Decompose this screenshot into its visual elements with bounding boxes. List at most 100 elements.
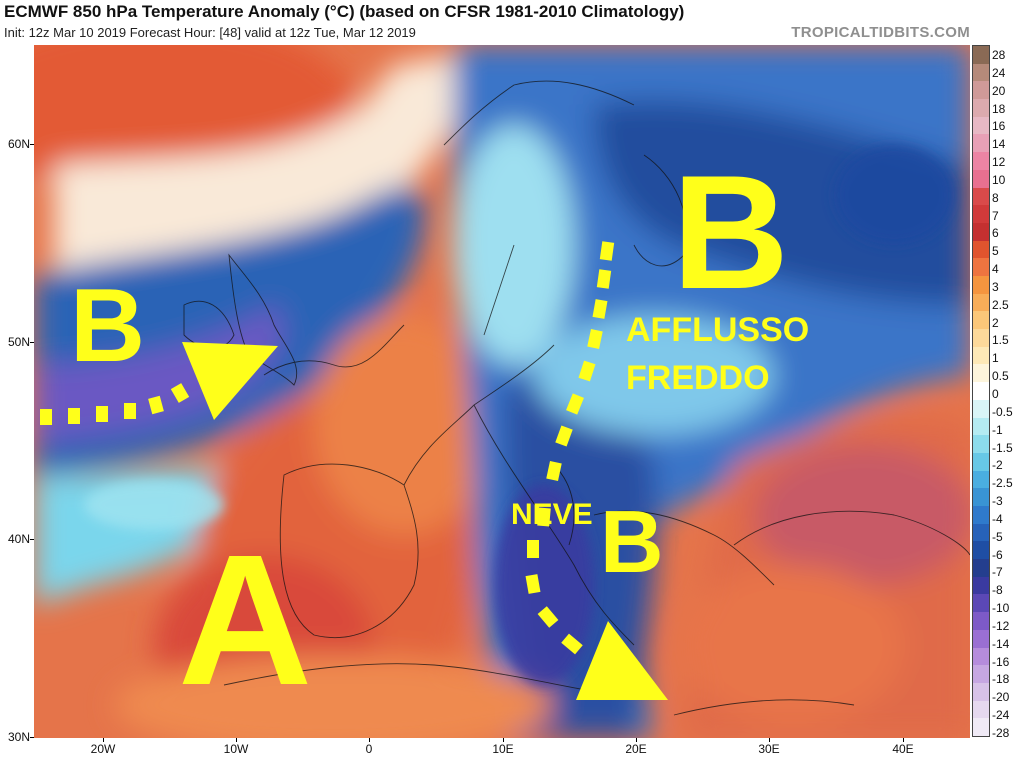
arrow-dash xyxy=(578,360,596,382)
colorbar-label: -1 xyxy=(992,422,1003,437)
arrow-head-south xyxy=(576,621,668,700)
colorbar-segment xyxy=(973,258,989,277)
colorbar-segment xyxy=(973,417,989,436)
colorbar-label: -16 xyxy=(992,654,1010,669)
colorbar-segment xyxy=(973,665,989,684)
colorbar-segment xyxy=(973,46,989,65)
x-tick xyxy=(636,738,637,742)
arrow-dash xyxy=(170,383,190,403)
colorbar-label: -4 xyxy=(992,511,1003,526)
colorbar-segment xyxy=(973,222,989,242)
colorbar-label: -0.5 xyxy=(992,404,1013,419)
x-label-40e: 40E xyxy=(892,742,914,756)
arrow-dash xyxy=(587,328,603,350)
y-label-50n: 50N xyxy=(7,335,30,349)
colorbar-segment xyxy=(973,346,989,365)
colorbar-label: 24 xyxy=(992,65,1006,80)
colorbar xyxy=(972,45,990,737)
colorbar-segment xyxy=(973,116,989,135)
central-arrow xyxy=(525,241,668,700)
colorbar-label: 3 xyxy=(992,279,999,294)
colorbar-label: 0 xyxy=(992,387,999,401)
arrow-dash xyxy=(527,540,539,558)
colorbar-label: 16 xyxy=(992,119,1006,134)
arrow-dash xyxy=(546,460,562,482)
x-tick xyxy=(369,738,370,742)
colorbar-segment xyxy=(973,682,989,702)
watermark: TROPICALTIDBITS.COM xyxy=(791,24,970,41)
colorbar-segment xyxy=(973,594,989,613)
colorbar-label: -28 xyxy=(992,726,1010,740)
y-label-30n: 30N xyxy=(7,730,30,744)
colorbar-label: -12 xyxy=(992,618,1010,633)
arrow-dash xyxy=(555,425,573,447)
x-label-10w: 10W xyxy=(223,742,249,756)
arrow-dash xyxy=(525,574,541,594)
colorbar-segment xyxy=(973,700,989,719)
y-tick xyxy=(30,737,34,738)
chart-subtitle: Init: 12z Mar 10 2019 Forecast Hour: [48… xyxy=(4,25,416,40)
y-tick xyxy=(30,144,34,145)
arrow-dash xyxy=(599,241,615,261)
arrow-dash xyxy=(124,403,136,419)
x-tick xyxy=(236,738,237,742)
colorbar-segment xyxy=(973,399,989,419)
colorbar-segment xyxy=(973,293,989,312)
colorbar-segment xyxy=(973,187,989,206)
arrow-dash xyxy=(96,406,108,422)
afflusso-label: AFFLUSSO xyxy=(626,311,810,349)
colorbar-label: -7 xyxy=(992,565,1003,580)
x-tick xyxy=(103,738,104,742)
colorbar-label: -6 xyxy=(992,547,1003,562)
low-pressure-label-south: B xyxy=(600,492,664,591)
arrow-dash xyxy=(561,633,583,655)
colorbar-label: 2 xyxy=(992,315,999,330)
colorbar-segment xyxy=(973,240,989,259)
x-tick xyxy=(503,738,504,742)
colorbar-label: -1.5 xyxy=(992,440,1013,455)
arrow-dash xyxy=(148,395,164,415)
colorbar-segment xyxy=(973,523,989,542)
colorbar-label: 1.5 xyxy=(992,333,1009,348)
colorbar-label: 8 xyxy=(992,190,999,205)
colorbar-segment xyxy=(973,647,989,666)
arrow-dash xyxy=(537,507,551,527)
colorbar-segment xyxy=(973,629,989,649)
arrow-dash xyxy=(592,299,608,319)
arrow-dash xyxy=(68,408,80,424)
x-tick xyxy=(903,738,904,742)
colorbar-label: 18 xyxy=(992,101,1006,116)
colorbar-label: 10 xyxy=(992,172,1006,187)
colorbar-label: -2.5 xyxy=(992,476,1013,491)
colorbar-label: 6 xyxy=(992,226,999,241)
colorbar-segment xyxy=(973,488,989,507)
colorbar-label: -8 xyxy=(992,583,1003,598)
colorbar-label: 28 xyxy=(992,48,1006,62)
colorbar-segment xyxy=(973,452,989,472)
colorbar-segment xyxy=(973,329,989,348)
colorbar-segment xyxy=(973,311,989,330)
low-pressure-label-west: B xyxy=(70,268,146,384)
x-label-30e: 30E xyxy=(758,742,780,756)
colorbar-label: 20 xyxy=(992,83,1006,98)
colorbar-label: -24 xyxy=(992,708,1010,723)
colorbar-label: 0.5 xyxy=(992,369,1009,384)
colorbar-segment xyxy=(973,559,989,578)
colorbar-label: -18 xyxy=(992,672,1010,687)
colorbar-segment xyxy=(973,435,989,454)
arrow-dash xyxy=(596,269,612,289)
colorbar-segment xyxy=(973,134,989,153)
colorbar-label: 14 xyxy=(992,137,1006,152)
colorbar-segment xyxy=(973,506,989,525)
colorbar-label: 12 xyxy=(992,155,1006,170)
neve-label: NEVE xyxy=(511,498,593,531)
colorbar-segment xyxy=(973,205,989,224)
west-arrow xyxy=(40,342,278,425)
colorbar-segment xyxy=(973,541,989,560)
colorbar-label: 2.5 xyxy=(992,297,1009,312)
arrow-dash xyxy=(566,393,584,415)
colorbar-segment xyxy=(973,152,989,171)
colorbar-label: -5 xyxy=(992,529,1003,544)
colorbar-segment xyxy=(973,470,989,489)
